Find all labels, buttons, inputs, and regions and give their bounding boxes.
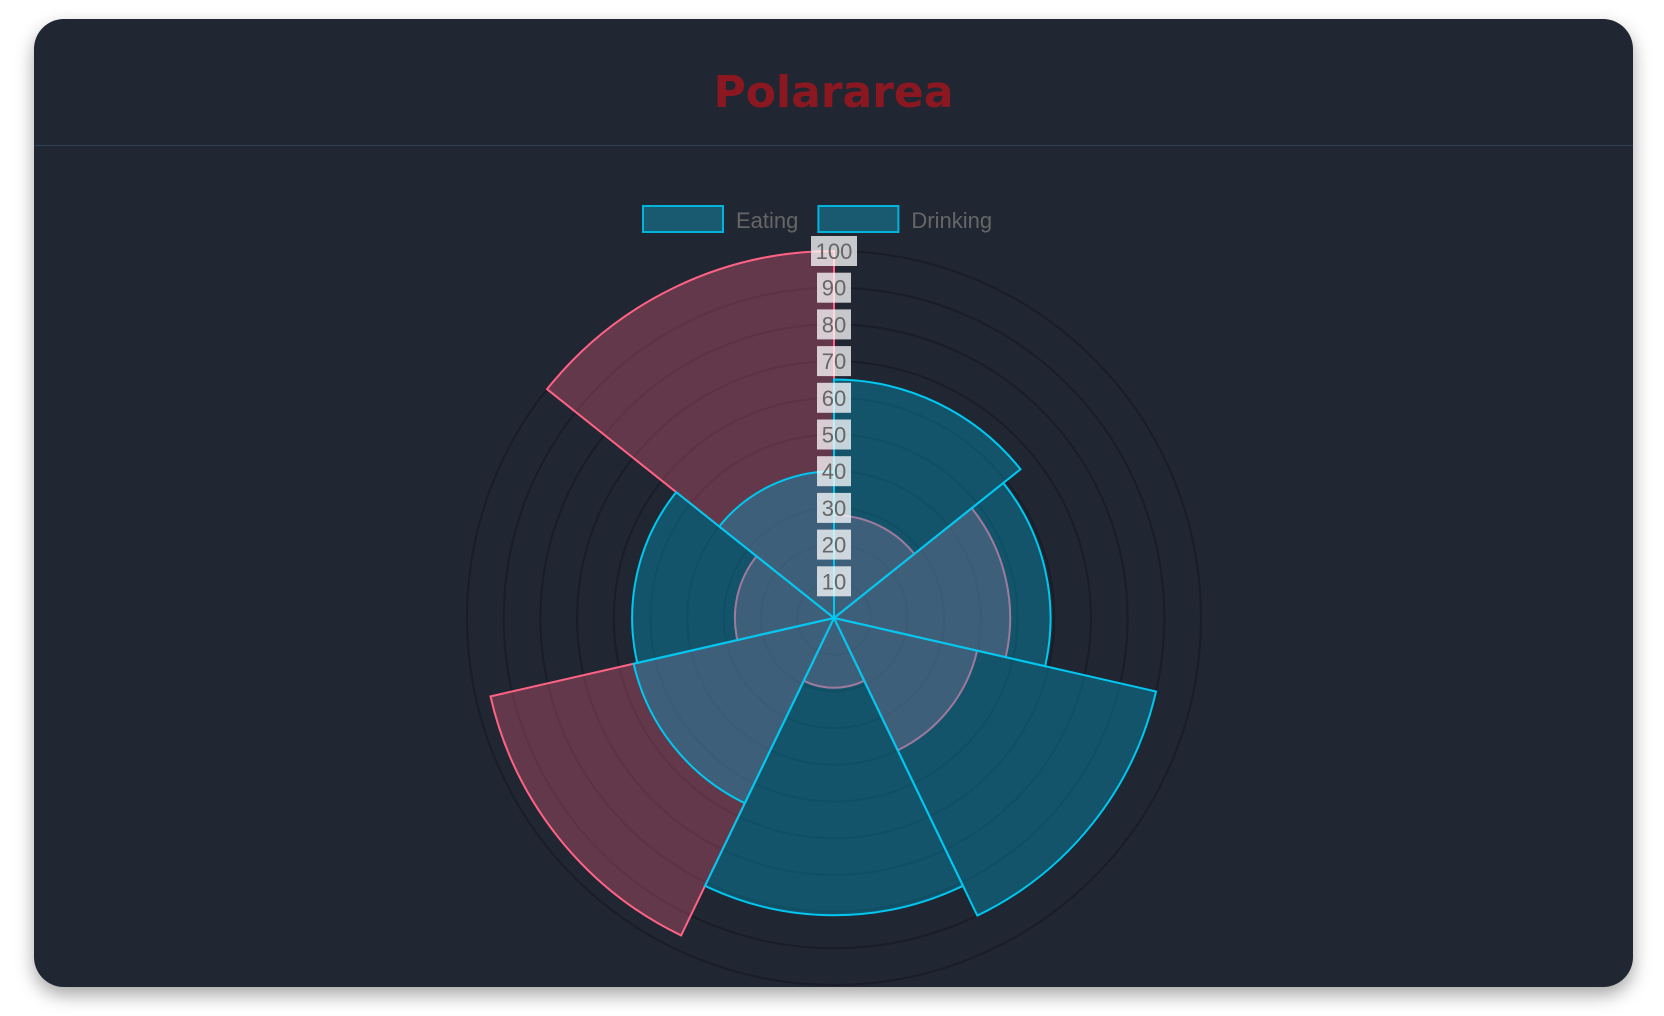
segment-drinking-2[interactable] xyxy=(831,506,1012,659)
segment-eating-1[interactable] xyxy=(833,378,1022,621)
segment-drinking-5[interactable] xyxy=(489,616,836,937)
segment-drinking-4[interactable] xyxy=(802,615,866,689)
tick-backdrop xyxy=(811,236,857,266)
tick-backdrop xyxy=(817,566,851,597)
tick-label: 80 xyxy=(822,312,846,337)
segment-eating-6[interactable] xyxy=(631,490,837,665)
tick-backdrop xyxy=(817,492,851,523)
tick-label: 60 xyxy=(822,386,846,411)
segment-eating-4[interactable] xyxy=(703,615,965,917)
tick-backdrop xyxy=(817,529,851,560)
segment-eating-5[interactable] xyxy=(632,616,836,805)
segment-drinking-7[interactable] xyxy=(545,249,835,621)
tick-backdrop xyxy=(817,419,851,450)
tick-backdrop xyxy=(817,346,851,377)
tick-label: 70 xyxy=(822,349,846,374)
header-divider xyxy=(34,145,1633,146)
legend-item-drinking[interactable]: Drinking xyxy=(817,205,992,233)
tick-backdrop xyxy=(817,272,851,303)
tick-label: 50 xyxy=(822,423,846,448)
segment-drinking-3[interactable] xyxy=(832,616,979,752)
segment-drinking-6[interactable] xyxy=(733,554,837,642)
legend-label: Eating xyxy=(736,208,798,233)
tick-label: 20 xyxy=(822,533,846,558)
segment-eating-2[interactable] xyxy=(831,481,1052,668)
chart-title: Polararea xyxy=(713,67,954,118)
tick-label: 30 xyxy=(822,496,846,521)
legend-label: Drinking xyxy=(911,208,992,233)
tick-label: 40 xyxy=(822,459,846,484)
tick-label: 90 xyxy=(822,276,846,301)
tick-backdrop xyxy=(817,456,851,487)
legend-item-eating[interactable]: Eating xyxy=(642,205,798,233)
segment-eating-3[interactable] xyxy=(832,616,1158,917)
tick-label: 10 xyxy=(822,569,846,594)
legend-swatch xyxy=(817,205,900,233)
tick-backdrop xyxy=(817,309,851,340)
legend-swatch xyxy=(642,205,724,233)
tick-label: 100 xyxy=(816,239,853,264)
tick-backdrop xyxy=(817,382,851,413)
